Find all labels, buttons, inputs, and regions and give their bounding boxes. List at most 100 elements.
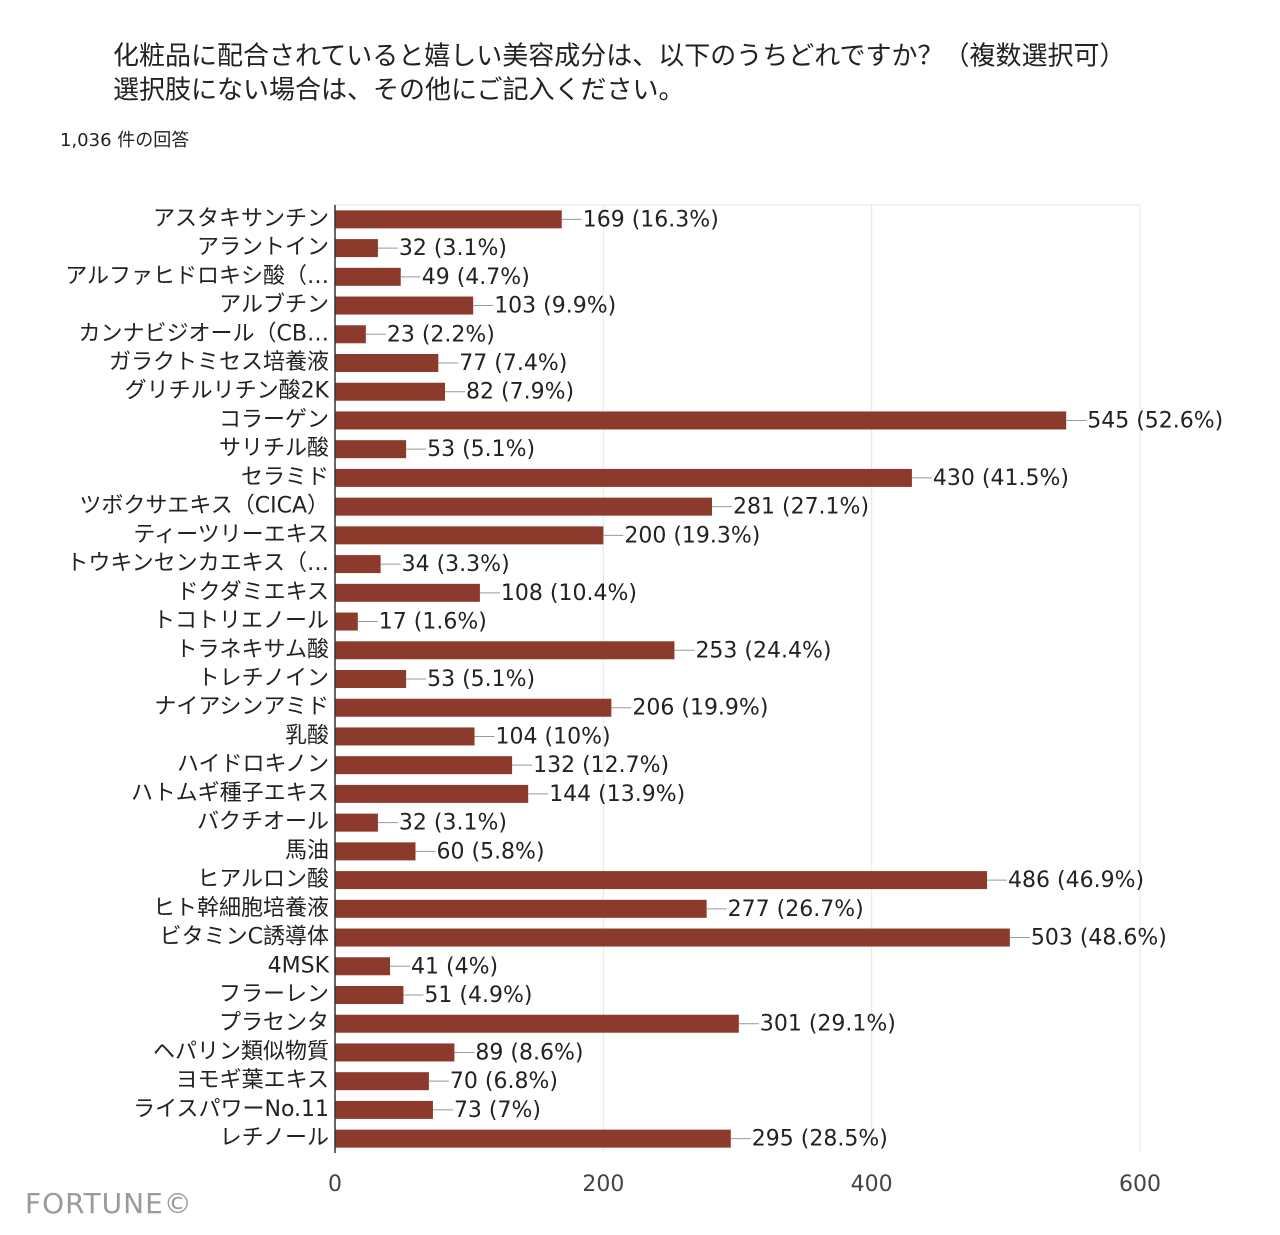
data-label: 49 (4.7%) [422, 265, 530, 290]
data-label: 32 (3.1%) [399, 811, 507, 836]
data-label: 104 (10%) [496, 724, 611, 749]
data-label: 281 (27.1%) [733, 495, 869, 520]
bar [335, 411, 1067, 430]
y-tick-label: ドクダミエキス [177, 580, 329, 605]
bar [335, 842, 416, 861]
data-label: 41 (4%) [411, 954, 498, 979]
bar [335, 670, 407, 688]
y-tick-label: プラセンタ [219, 1011, 329, 1036]
y-tick-label: グリチルリチン酸2K [125, 379, 330, 404]
bar [335, 583, 480, 602]
bar [335, 440, 407, 459]
y-tick-label: ハイドロキノン [177, 752, 329, 777]
bar [335, 612, 358, 631]
bar [335, 382, 446, 401]
y-tick-label: セラミド [241, 465, 329, 490]
y-tick-label: ヒアルロン酸 [197, 867, 329, 892]
bar [335, 296, 474, 315]
data-label: 206 (19.9%) [632, 696, 768, 721]
data-label: 108 (10.4%) [501, 581, 637, 606]
data-label: 200 (19.3%) [624, 523, 760, 548]
bar [335, 1014, 739, 1033]
y-tick-label: ライスパワーNo.11 [133, 1097, 329, 1122]
data-label: 53 (5.1%) [427, 667, 535, 692]
y-tick-label: トコトリエノール [153, 609, 329, 634]
bar [335, 526, 604, 545]
data-label: 89 (8.6%) [475, 1040, 583, 1065]
y-tick-label: コラーゲン [219, 407, 329, 432]
data-label: 73 (7%) [454, 1098, 541, 1123]
bar [335, 497, 713, 516]
y-tick-label: ビタミンC誘導体 [160, 925, 329, 950]
x-tick-label: 600 [1119, 1172, 1161, 1197]
data-label: 32 (3.1%) [399, 236, 507, 261]
x-tick-label: 400 [851, 1172, 893, 1197]
bar [335, 899, 707, 918]
y-tick-label: ヨモギ葉エキス [176, 1068, 329, 1093]
response-count: 1,036 件の回答 [60, 130, 189, 151]
data-label: 253 (24.4%) [695, 638, 831, 663]
bar [335, 928, 1010, 947]
data-label: 51 (4.9%) [424, 983, 532, 1008]
y-tick-label: カンナビジオール（CB… [79, 321, 329, 346]
bar [335, 641, 675, 660]
y-tick-label: ヒト幹細胞培養液 [153, 896, 329, 921]
data-label: 144 (13.9%) [549, 782, 685, 807]
bar [335, 468, 912, 487]
y-tick-label: レチノール [220, 1126, 329, 1151]
bar [335, 555, 381, 574]
y-tick-label: ハトムギ種子エキス [131, 781, 329, 806]
y-tick-label: サリチル酸 [219, 436, 329, 461]
data-label: 82 (7.9%) [466, 380, 574, 405]
chart-title: 化粧品に配合されていると嬉しい美容成分は、以下のうちどれですか？（複数選択可） [113, 42, 1125, 72]
data-label: 17 (1.6%) [379, 610, 487, 635]
y-tick-label: 4MSK [268, 953, 330, 978]
data-label: 277 (26.7%) [728, 897, 864, 922]
data-label: 503 (48.6%) [1031, 926, 1167, 951]
data-label: 486 (46.9%) [1008, 868, 1144, 893]
data-label: 545 (52.6%) [1087, 408, 1223, 433]
data-label: 70 (6.8%) [450, 1069, 558, 1094]
bar [335, 1072, 429, 1091]
bar [335, 756, 513, 775]
bar [335, 1129, 731, 1148]
bar [335, 813, 378, 832]
bar [335, 325, 366, 344]
data-label: 132 (12.7%) [533, 753, 669, 778]
bar [335, 986, 404, 1004]
bar [335, 267, 401, 286]
y-tick-label: バクチオール [197, 810, 329, 835]
y-tick-label: フラーレン [219, 982, 329, 1007]
data-label: 169 (16.3%) [583, 207, 719, 232]
data-label: 23 (2.2%) [387, 322, 495, 347]
bar [335, 210, 562, 229]
y-tick-label: アルファヒドロキシ酸（… [65, 264, 329, 289]
y-tick-label: 馬油 [285, 838, 329, 863]
y-tick-label: 乳酸 [285, 723, 329, 748]
x-tick-label: 200 [582, 1172, 624, 1197]
y-tick-label: アルブチン [219, 293, 329, 318]
y-tick-label: ツボクサエキス（CICA） [79, 494, 329, 519]
data-label: 60 (5.8%) [437, 839, 545, 864]
bar [335, 871, 988, 890]
y-tick-label: ティーツリーエキス [133, 522, 329, 547]
x-tick-label: 0 [328, 1172, 342, 1197]
y-tick-label: トレチノイン [198, 666, 329, 691]
data-label: 430 (41.5%) [933, 466, 1069, 491]
bar [335, 957, 391, 976]
bar [335, 698, 612, 717]
y-tick-label: ガラクトミセス培養液 [109, 350, 329, 375]
data-label: 103 (9.9%) [494, 294, 616, 319]
y-tick-label: ヘパリン類似物質 [153, 1039, 329, 1064]
y-tick-label: トウキンセンカエキス（… [66, 551, 329, 576]
y-tick-label: ナイアシンアミド [154, 695, 329, 720]
bar [335, 1043, 455, 1062]
bar [335, 1100, 433, 1119]
watermark: FORTUNE© [25, 1187, 193, 1220]
bar [335, 239, 378, 258]
bar [335, 354, 439, 372]
bar [335, 784, 529, 803]
y-tick-label: アスタキサンチン [153, 206, 329, 231]
